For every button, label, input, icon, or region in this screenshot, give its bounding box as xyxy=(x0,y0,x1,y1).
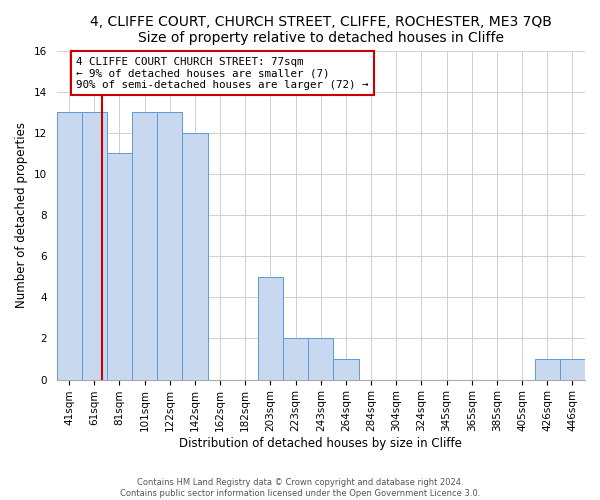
Bar xyxy=(334,359,359,380)
Bar xyxy=(535,359,560,380)
Bar xyxy=(157,112,182,380)
Bar xyxy=(258,277,283,380)
Y-axis label: Number of detached properties: Number of detached properties xyxy=(15,122,28,308)
Bar xyxy=(560,359,585,380)
Text: 4 CLIFFE COURT CHURCH STREET: 77sqm
← 9% of detached houses are smaller (7)
90% : 4 CLIFFE COURT CHURCH STREET: 77sqm ← 9%… xyxy=(76,56,368,90)
Bar xyxy=(308,338,334,380)
Bar xyxy=(132,112,157,380)
Bar xyxy=(82,112,107,380)
Bar xyxy=(56,112,82,380)
X-axis label: Distribution of detached houses by size in Cliffe: Distribution of detached houses by size … xyxy=(179,437,462,450)
Text: Contains HM Land Registry data © Crown copyright and database right 2024.
Contai: Contains HM Land Registry data © Crown c… xyxy=(120,478,480,498)
Bar xyxy=(283,338,308,380)
Bar xyxy=(107,154,132,380)
Title: 4, CLIFFE COURT, CHURCH STREET, CLIFFE, ROCHESTER, ME3 7QB
Size of property rela: 4, CLIFFE COURT, CHURCH STREET, CLIFFE, … xyxy=(90,15,552,45)
Bar xyxy=(182,133,208,380)
